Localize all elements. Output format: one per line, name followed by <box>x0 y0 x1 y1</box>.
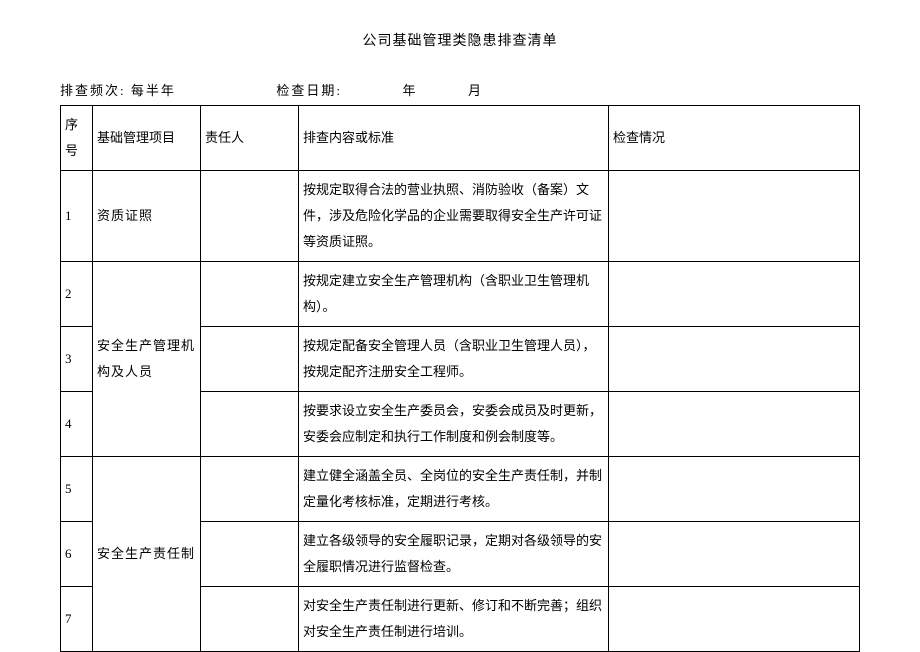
table-row: 2安全生产管理机构及人员按规定建立安全生产管理机构（含职业卫生管理机构）。 <box>61 262 860 327</box>
month-label: 月 <box>468 83 483 98</box>
cell-responsible <box>201 392 299 457</box>
cell-responsible <box>201 587 299 652</box>
table-row: 1资质证照 按规定取得合法的营业执照、消防验收（备案）文件，涉及危险化学品的企业需… <box>61 171 860 262</box>
checklist-table: 序号基础管理项目责任人排查内容或标准检查情况1资质证照按规定取得合法的营业执照、… <box>60 105 860 652</box>
cell-check <box>609 171 860 262</box>
cell-responsible <box>201 522 299 587</box>
cell-project: 安全生产责任制 <box>93 457 201 652</box>
freq-value: 每半年 <box>131 83 176 98</box>
cell-seq: 3 <box>61 327 93 392</box>
cell-check <box>609 262 860 327</box>
cell-content: 按要求设立安全生产委员会，安委会成员及时更新，安委会应制定和执行工作制度和例会制… <box>299 392 609 457</box>
table-header-row: 序号基础管理项目责任人排查内容或标准检查情况 <box>61 106 860 171</box>
year-label: 年 <box>403 83 418 98</box>
cell-responsible <box>201 262 299 327</box>
cell-project: 资质证照 <box>93 171 201 262</box>
cell-check <box>609 457 860 522</box>
cell-seq: 5 <box>61 457 93 522</box>
page-title: 公司基础管理类隐患排查清单 <box>60 30 860 50</box>
cell-check <box>609 392 860 457</box>
cell-content: 对安全生产责任制进行更新、修订和不断完善；组织对安全生产责任制进行培训。 <box>299 587 609 652</box>
cell-seq: 4 <box>61 392 93 457</box>
cell-check <box>609 587 860 652</box>
cell-seq: 2 <box>61 262 93 327</box>
cell-content: 建立各级领导的安全履职记录，定期对各级领导的安全履职情况进行监督检查。 <box>299 522 609 587</box>
cell-content: 按规定配备安全管理人员（含职业卫生管理人员），按规定配齐注册安全工程师。 <box>299 327 609 392</box>
cell-responsible <box>201 457 299 522</box>
table-row: 5安全生产责任制建立健全涵盖全员、全岗位的安全生产责任制，并制定量化考核标准，定… <box>61 457 860 522</box>
cell-seq: 6 <box>61 522 93 587</box>
date-label: 检查日期: <box>276 83 342 98</box>
cell-seq: 7 <box>61 587 93 652</box>
cell-seq: 1 <box>61 171 93 262</box>
header-seq: 序号 <box>61 106 93 171</box>
cell-content: 按规定取得合法的营业执照、消防验收（备案）文件，涉及危险化学品的企业需要取得安全… <box>299 171 609 262</box>
freq-label: 排查频次: <box>60 83 126 98</box>
header-check: 检查情况 <box>609 106 860 171</box>
header-content: 排查内容或标准 <box>299 106 609 171</box>
cell-content: 按规定建立安全生产管理机构（含职业卫生管理机构）。 <box>299 262 609 327</box>
cell-project: 安全生产管理机构及人员 <box>93 262 201 457</box>
header-project: 基础管理项目 <box>93 106 201 171</box>
cell-check <box>609 522 860 587</box>
cell-responsible <box>201 171 299 262</box>
cell-responsible <box>201 327 299 392</box>
cell-content: 建立健全涵盖全员、全岗位的安全生产责任制，并制定量化考核标准，定期进行考核。 <box>299 457 609 522</box>
cell-check <box>609 327 860 392</box>
meta-line: 排查频次: 每半年 检查日期: 年 月 <box>60 80 860 99</box>
header-responsible: 责任人 <box>201 106 299 171</box>
